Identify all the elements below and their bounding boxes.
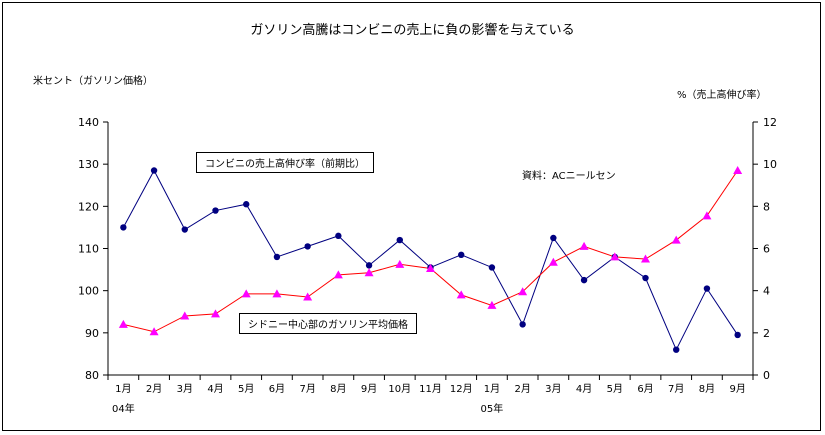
data-point <box>579 241 589 250</box>
x-axis-year-label: 04年 <box>112 402 135 415</box>
data-point <box>212 207 219 214</box>
data-point <box>396 236 403 244</box>
source-note: 資料：ACニールセン <box>522 171 616 182</box>
right-axis-tick-label: 4 <box>763 285 770 298</box>
data-point <box>518 287 528 296</box>
data-point <box>702 211 712 220</box>
data-point <box>303 292 313 301</box>
x-axis-category-label: 8月 <box>330 383 346 395</box>
data-point <box>550 234 557 242</box>
left-axis-tick-label: 90 <box>85 327 99 340</box>
chart-frame: ガソリン高騰はコンビニの売上に負の影響を与えている <box>2 2 821 431</box>
data-point <box>580 276 588 284</box>
data-point <box>333 270 343 279</box>
legend-label-gasoline-price: シドニー中心部のガソリン平均価格 <box>239 313 417 334</box>
axes-group <box>103 121 758 380</box>
data-point <box>641 254 650 263</box>
right-axis-tick-label: 6 <box>763 243 770 256</box>
data-point <box>673 346 680 353</box>
x-axis-category-label: 5月 <box>607 383 623 395</box>
data-point <box>273 253 281 261</box>
x-axis-category-label: 2月 <box>514 383 530 395</box>
data-point <box>150 167 158 174</box>
left-axis-label: 米セント（ガソリン価格） <box>33 76 153 87</box>
data-point <box>118 319 128 328</box>
right-axis-tick-label: 2 <box>763 327 770 340</box>
x-axis-category-label: 6月 <box>269 383 285 395</box>
x-axis-category-label: 12月 <box>450 383 473 395</box>
chart-title: ガソリン高騰はコンビニの売上に負の影響を与えている <box>250 23 575 38</box>
legend-label-sales-growth: コンビニの売上高伸び率（前期比） <box>196 152 374 173</box>
data-point <box>642 274 649 282</box>
x-axis-category-label: 11月 <box>419 383 442 395</box>
data-point <box>610 252 620 261</box>
x-axis-category-label: 1月 <box>115 383 131 395</box>
left-axis-tick-label: 100 <box>78 285 99 298</box>
series-markers <box>118 165 743 353</box>
data-point <box>364 268 374 277</box>
x-axis-category-label: 3月 <box>545 383 561 395</box>
data-point <box>149 327 159 336</box>
axis-labels: 80 90 100 110 120 130 140 0 2 4 6 8 10 12 1月 2月 3月 4月 5月 6月… <box>78 116 777 415</box>
x-axis-category-label: 4月 <box>576 383 592 395</box>
data-point <box>487 300 497 309</box>
data-point <box>365 262 373 269</box>
data-point <box>458 251 465 259</box>
data-point <box>703 285 711 292</box>
data-point <box>181 226 188 233</box>
left-axis-tick-label: 80 <box>85 369 99 382</box>
data-point <box>519 321 526 328</box>
data-point <box>272 289 282 298</box>
left-axis-tick-label: 130 <box>78 158 99 171</box>
data-point <box>456 290 466 299</box>
right-axis-tick-label: 0 <box>763 369 770 382</box>
x-axis-category-label: 7月 <box>668 383 684 395</box>
x-axis-category-label: 5月 <box>238 383 254 395</box>
left-axis-tick-label: 140 <box>78 116 99 129</box>
x-axis-category-label: 1月 <box>484 383 500 395</box>
x-axis-category-label: 7月 <box>299 383 315 395</box>
x-axis-category-label: 8月 <box>699 383 715 395</box>
data-point <box>241 289 251 298</box>
data-point <box>671 235 681 244</box>
x-axis-category-label: 4月 <box>207 383 223 395</box>
data-point <box>120 224 127 231</box>
data-point <box>211 309 220 318</box>
data-point <box>304 243 311 250</box>
data-point <box>243 201 250 208</box>
right-axis-label: %（売上高伸び率） <box>677 90 767 101</box>
series-line <box>123 170 739 333</box>
x-axis-category-label: 9月 <box>361 383 377 395</box>
data-point <box>426 264 435 273</box>
data-point <box>180 311 190 320</box>
data-point <box>488 264 496 271</box>
data-point <box>734 331 741 339</box>
data-point <box>733 165 743 174</box>
left-axis-tick-label: 120 <box>78 200 99 213</box>
data-point <box>395 259 405 268</box>
x-axis-year-label: 05年 <box>481 402 504 415</box>
x-axis-category-label: 9月 <box>729 383 745 395</box>
data-point <box>335 232 342 240</box>
right-axis-tick-label: 8 <box>763 200 770 213</box>
left-axis-tick-label: 110 <box>78 243 99 256</box>
right-axis-tick-label: 10 <box>763 158 777 171</box>
x-axis-category-label: 6月 <box>637 383 653 395</box>
data-point <box>548 257 558 266</box>
x-axis-category-label: 2月 <box>146 383 162 395</box>
right-axis-tick-label: 12 <box>763 116 777 129</box>
x-axis-category-label: 10月 <box>388 383 411 395</box>
x-axis-category-label: 3月 <box>177 383 193 395</box>
